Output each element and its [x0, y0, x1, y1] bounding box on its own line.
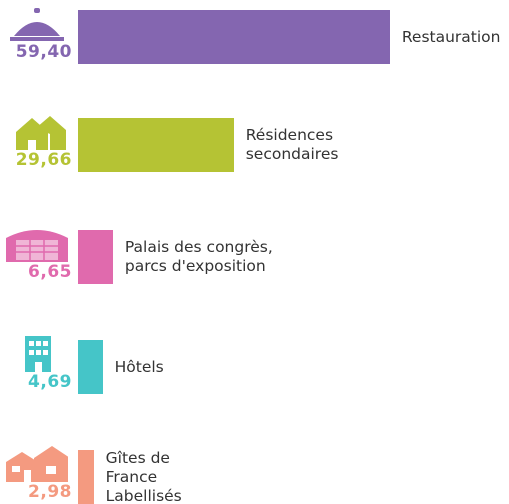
value-label: 59,40 — [15, 42, 72, 62]
category-label: Palais des congrès, parcs d'exposition — [124, 238, 273, 275]
value-label: 4,69 — [28, 372, 72, 392]
category-label: Gîtes de France Labellisés — [105, 448, 182, 504]
category-label: Résidences secondaires — [245, 126, 339, 163]
category-label: Hôtels — [114, 357, 164, 376]
bar — [78, 340, 103, 394]
icon — [6, 446, 68, 482]
value-label: 29,66 — [15, 150, 72, 170]
bar — [78, 450, 94, 504]
value-label: 2,98 — [28, 482, 72, 502]
value-label: 6,65 — [28, 262, 72, 282]
icon — [10, 8, 64, 41]
bar — [78, 118, 234, 172]
bar — [78, 230, 113, 284]
category-label: Restauration — [401, 27, 501, 46]
icon — [16, 116, 66, 150]
bar — [78, 10, 390, 64]
icon — [25, 336, 51, 372]
icon — [6, 230, 68, 262]
